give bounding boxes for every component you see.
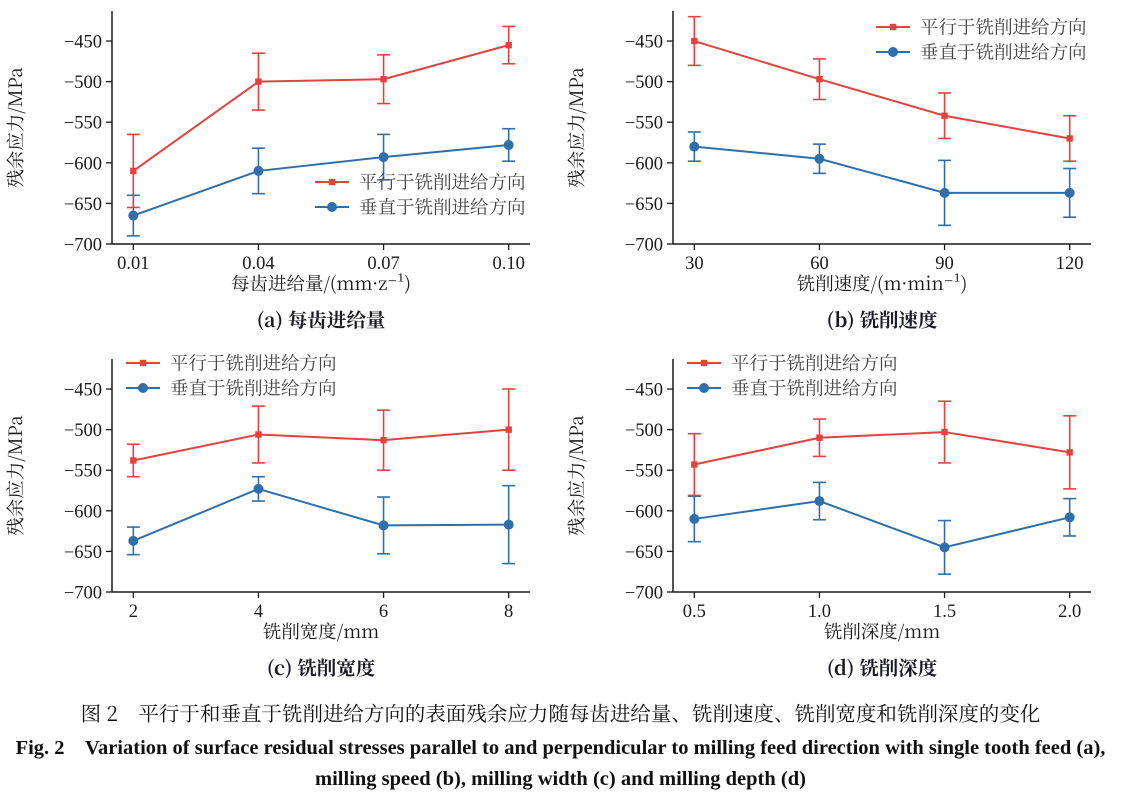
svg-text:垂直于铣削进给方向: 垂直于铣削进给方向 bbox=[170, 375, 337, 401]
svg-text:平行于铣削进给方向: 平行于铣削进给方向 bbox=[170, 350, 337, 376]
svg-text:−600: −600 bbox=[64, 154, 102, 174]
svg-text:−550: −550 bbox=[64, 462, 102, 482]
svg-text:垂直于铣削进给方向: 垂直于铣削进给方向 bbox=[920, 39, 1087, 65]
svg-text:−600: −600 bbox=[64, 502, 102, 522]
svg-text:(b) 铣削速度: (b) 铣削速度 bbox=[826, 305, 938, 330]
svg-text:铣削深度/mm: 铣削深度/mm bbox=[824, 618, 941, 644]
svg-text:垂直于铣削进给方向: 垂直于铣削进给方向 bbox=[359, 194, 526, 220]
svg-text:−500: −500 bbox=[625, 421, 663, 441]
svg-text:6: 6 bbox=[379, 602, 388, 622]
svg-text:−550: −550 bbox=[625, 114, 663, 134]
svg-text:4: 4 bbox=[254, 602, 263, 622]
svg-text:120: 120 bbox=[1056, 254, 1084, 274]
svg-text:平行于铣削进给方向: 平行于铣削进给方向 bbox=[359, 169, 526, 195]
svg-text:残余应力/MPa: 残余应力/MPa bbox=[563, 67, 589, 188]
svg-text:−650: −650 bbox=[625, 543, 663, 563]
svg-text:−650: −650 bbox=[64, 543, 102, 563]
svg-text:−500: −500 bbox=[64, 421, 102, 441]
svg-text:−600: −600 bbox=[625, 154, 663, 174]
svg-text:30: 30 bbox=[685, 254, 704, 274]
svg-text:(c) 铣削宽度: (c) 铣削宽度 bbox=[267, 653, 376, 678]
svg-text:−500: −500 bbox=[625, 73, 663, 93]
svg-text:平行于铣削进给方向: 平行于铣削进给方向 bbox=[920, 14, 1087, 40]
svg-text:(a) 每齿进给量: (a) 每齿进给量 bbox=[257, 305, 386, 330]
svg-text:0.01: 0.01 bbox=[117, 254, 149, 274]
svg-text:−550: −550 bbox=[625, 462, 663, 482]
svg-text:每齿进给量/(mm·z⁻¹): 每齿进给量/(mm·z⁻¹) bbox=[231, 270, 411, 296]
svg-text:−600: −600 bbox=[625, 502, 663, 522]
svg-text:0.10: 0.10 bbox=[492, 254, 524, 274]
svg-text:平行于铣削进给方向: 平行于铣削进给方向 bbox=[731, 350, 898, 376]
svg-text:铣削宽度/mm: 铣削宽度/mm bbox=[263, 618, 380, 644]
svg-text:(d) 铣削深度: (d) 铣削深度 bbox=[827, 653, 938, 678]
svg-text:8: 8 bbox=[504, 602, 513, 622]
svg-text:残余应力/MPa: 残余应力/MPa bbox=[2, 415, 28, 536]
svg-text:−700: −700 bbox=[625, 236, 663, 256]
svg-text:−700: −700 bbox=[64, 584, 102, 604]
svg-text:−550: −550 bbox=[64, 114, 102, 134]
svg-text:0.5: 0.5 bbox=[683, 602, 706, 622]
svg-text:2.0: 2.0 bbox=[1058, 602, 1081, 622]
svg-text:−500: −500 bbox=[64, 73, 102, 93]
svg-text:−650: −650 bbox=[64, 195, 102, 215]
svg-text:−450: −450 bbox=[64, 33, 102, 53]
svg-text:−450: −450 bbox=[625, 33, 663, 53]
svg-text:−700: −700 bbox=[625, 584, 663, 604]
svg-text:−700: −700 bbox=[64, 236, 102, 256]
svg-text:残余应力/MPa: 残余应力/MPa bbox=[563, 415, 589, 536]
svg-text:−650: −650 bbox=[625, 195, 663, 215]
svg-text:铣削速度/(m·min⁻¹): 铣削速度/(m·min⁻¹) bbox=[797, 270, 968, 296]
svg-text:−450: −450 bbox=[64, 381, 102, 401]
svg-text:残余应力/MPa: 残余应力/MPa bbox=[2, 67, 28, 188]
svg-text:−450: −450 bbox=[625, 381, 663, 401]
svg-text:垂直于铣削进给方向: 垂直于铣削进给方向 bbox=[731, 375, 898, 401]
svg-text:2: 2 bbox=[129, 602, 138, 622]
